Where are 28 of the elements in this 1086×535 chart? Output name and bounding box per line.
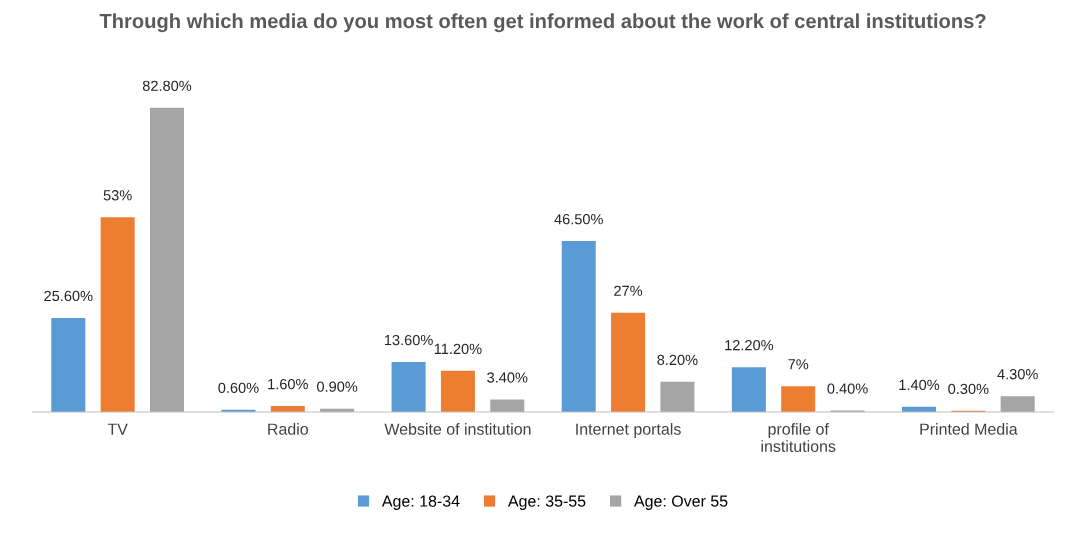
data-label: 1.40% [899,379,940,391]
data-label: 25.60% [44,290,93,302]
x-tick-label: Printed Media [920,423,1018,435]
data-label: 0.90% [317,381,358,392]
data-label: 8.20% [657,354,698,366]
data-label: 46.50% [554,214,603,225]
data-label: 1.60% [268,378,308,390]
legend-label: Age: 18-34 [381,495,460,510]
x-tick-label: TV [107,423,128,435]
data-label: 12.20% [725,340,774,351]
data-label: 0.30% [948,383,989,395]
data-label: 4.30% [997,369,1038,380]
data-label: 3.40% [487,372,528,383]
legend-label: Age: Over 55 [634,495,728,510]
legend-label: Age: 35-55 [507,495,586,510]
data-label: 0.60% [218,382,259,393]
data-label: 0.40% [827,383,868,394]
data-label: 11.20% [434,343,482,355]
x-tick-label: Internet portals [576,423,681,438]
data-label: 27% [614,285,643,296]
x-tick-label: Website of institution [384,423,531,435]
data-label: 13.60% [384,334,433,346]
data-label: 53% [103,190,132,201]
x-tick-label: profile of institutions [761,423,836,452]
chart-title: Through which media do you most often get informed about the work of central institutions? [99,13,986,33]
data-label: 82.80% [142,80,192,91]
x-tick-label: Radio [268,423,308,435]
data-label: 7% [788,359,809,370]
